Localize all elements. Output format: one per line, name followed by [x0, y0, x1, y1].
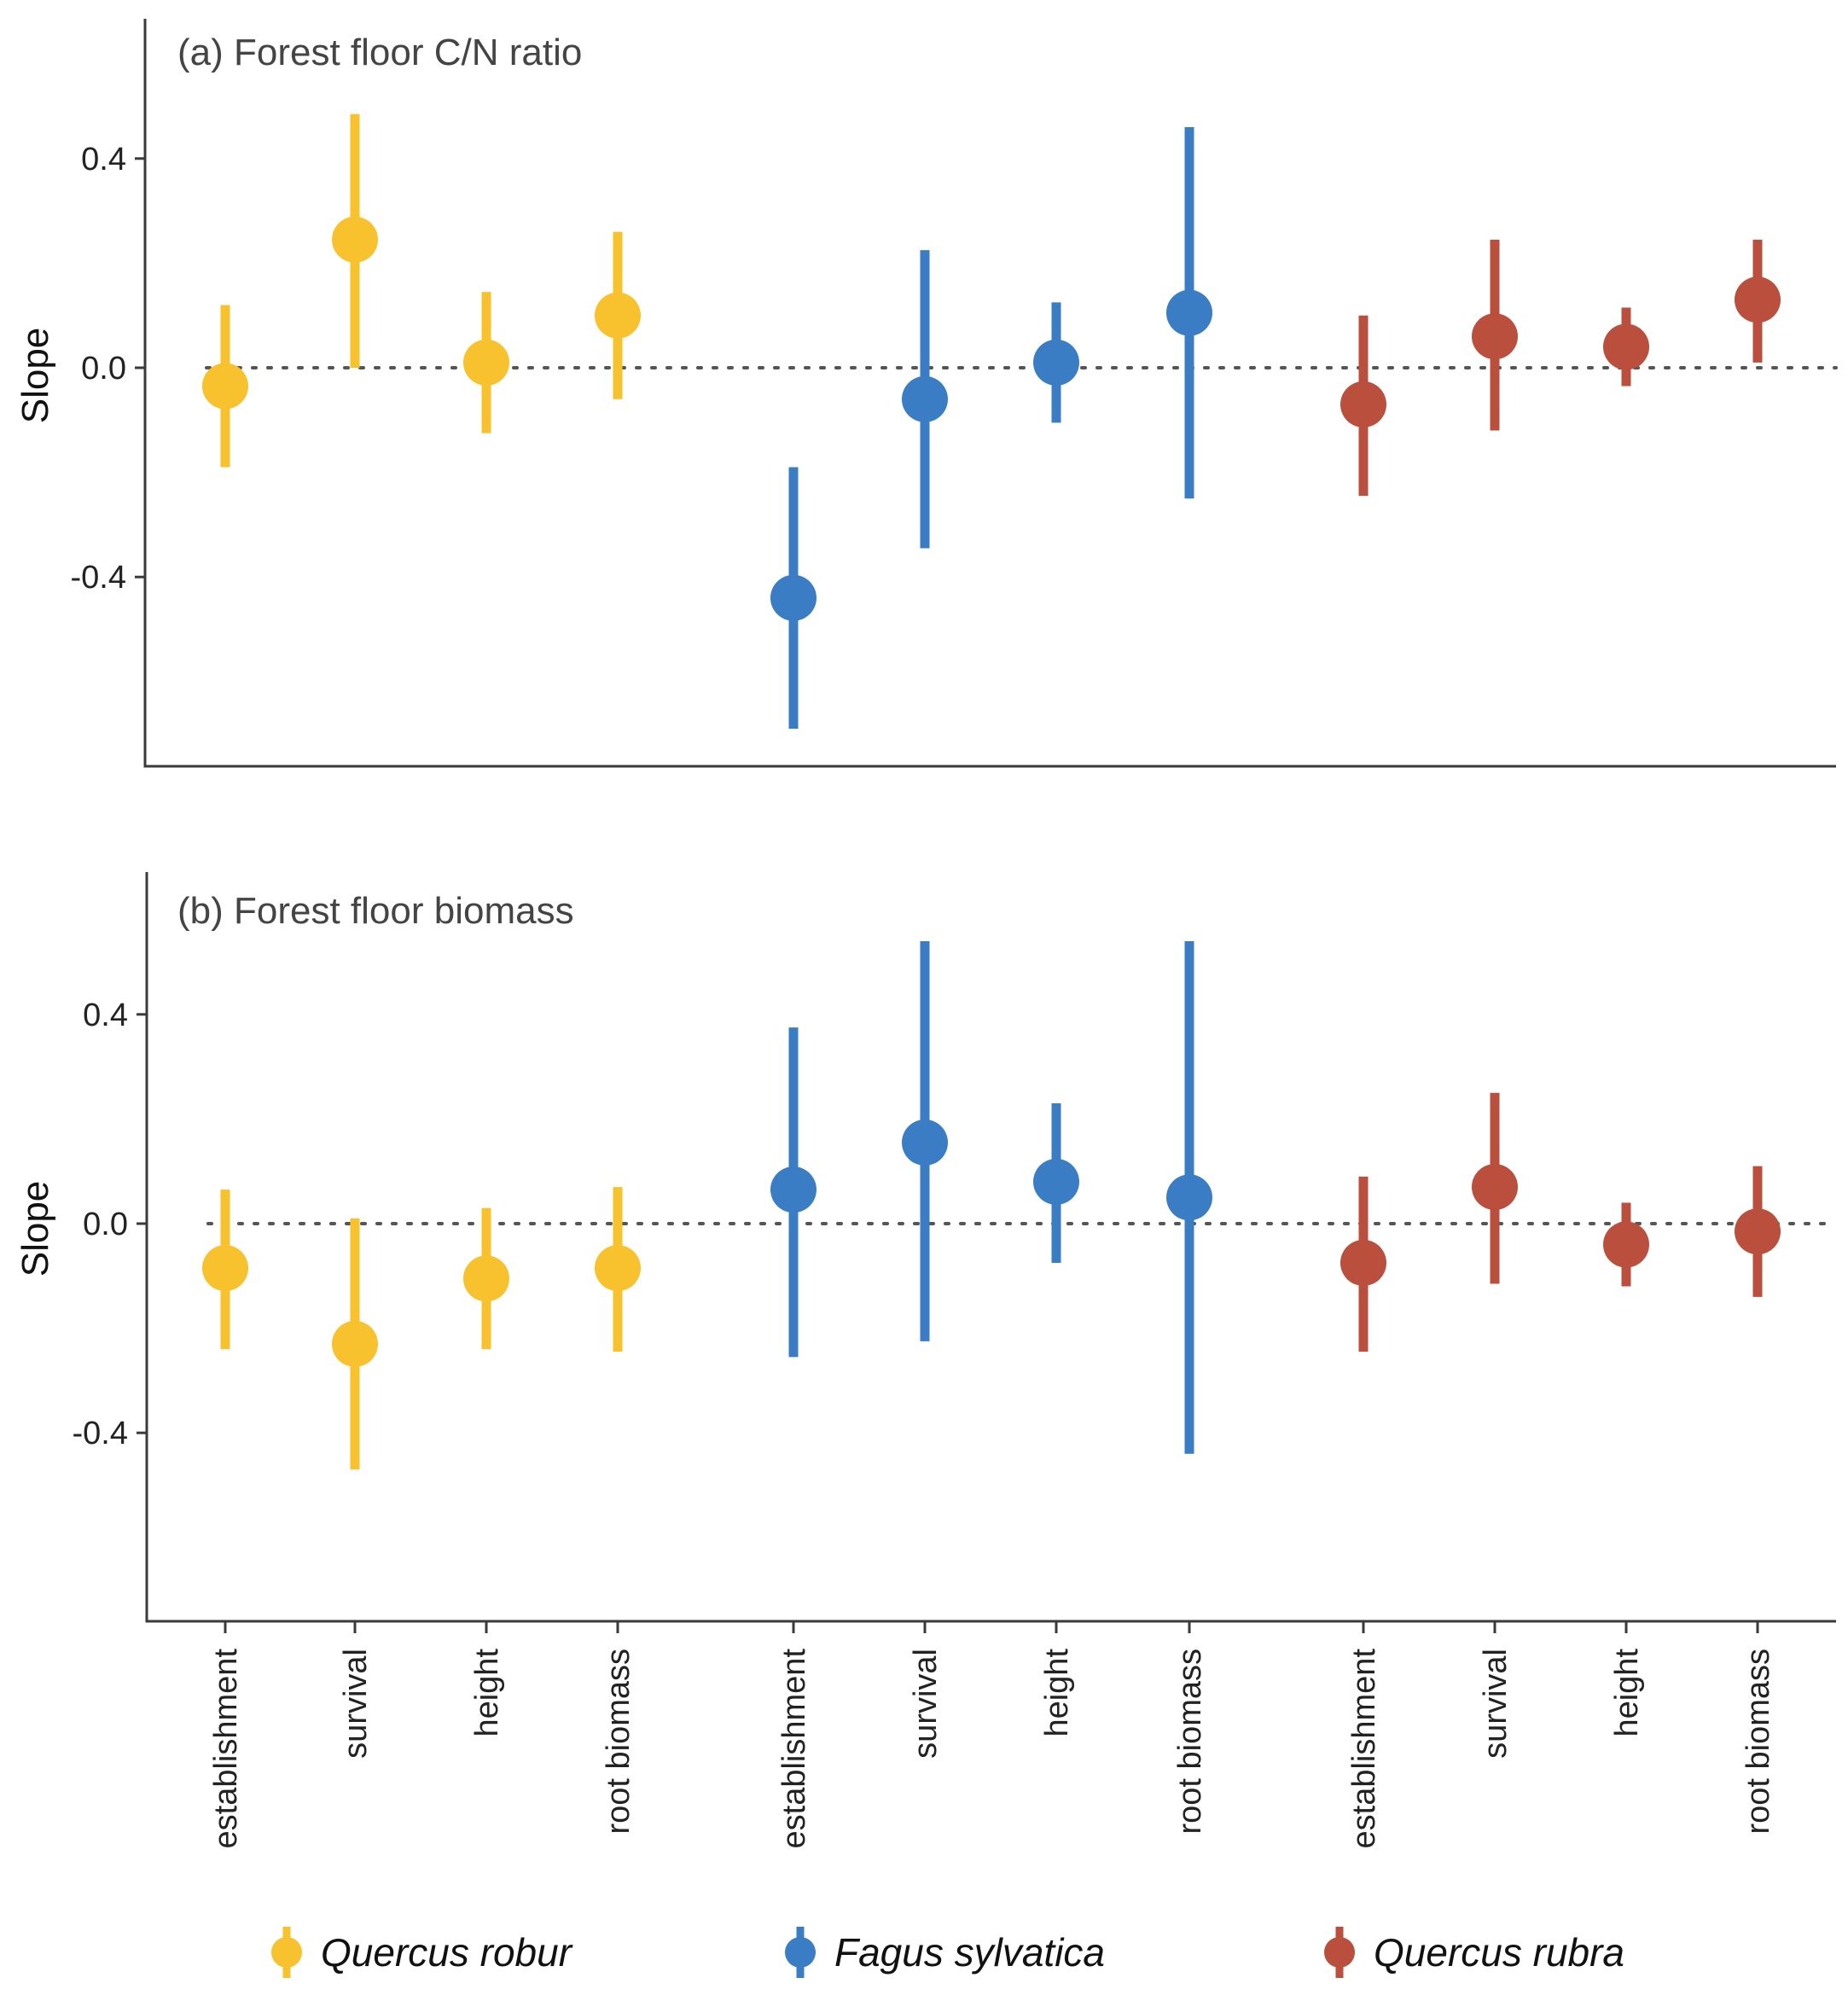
category-label: height — [469, 1649, 505, 1737]
point-estimate — [332, 1320, 378, 1367]
point-estimate — [202, 1245, 248, 1292]
category-label: survival — [338, 1649, 374, 1759]
panel-b-marks — [202, 940, 1781, 1470]
panel-a-marks — [202, 113, 1781, 729]
panel-a-y-ticks: 0.4 0.0 -0.4 — [71, 142, 145, 596]
point-estimate — [202, 363, 248, 410]
panel-a-axes — [143, 19, 1836, 768]
panel-a-cn-ratio: (a) Forest floor C/N ratio Slope 0.4 0.0 -… — [15, 19, 1838, 768]
legend-label: Quercus rubra — [1374, 1930, 1624, 1975]
y-tick-label: 0.0 — [83, 1207, 128, 1242]
point-estimate — [1166, 1174, 1212, 1221]
legend-key-point — [271, 1937, 302, 1968]
panel-b-y-ticks: 0.4 0.0 -0.4 — [73, 998, 147, 1451]
point-estimate — [1033, 339, 1079, 386]
panel-b-title: (b) Forest floor biomass — [177, 890, 574, 932]
point-estimate — [595, 292, 641, 339]
panel-b-biomass: (b) Forest floor biomass Slope 0.4 0.0 -0.… — [15, 872, 1838, 1623]
point-estimate — [1603, 1221, 1649, 1268]
category-label: height — [1609, 1649, 1645, 1737]
panel-a-y-axis-label: Slope — [15, 328, 56, 424]
point-estimate — [770, 574, 816, 621]
point-estimate — [1340, 1239, 1386, 1286]
point-estimate — [902, 375, 948, 422]
category-label: height — [1039, 1649, 1075, 1737]
legend: Quercus robur Fagus sylvatica Quercus rubr… — [271, 1927, 1624, 1978]
category-label: establishment — [776, 1649, 812, 1849]
point-estimate — [332, 216, 378, 263]
x-axis-categories: establishment survival height root biomass e… — [208, 1621, 1776, 1848]
y-tick-label: -0.4 — [73, 1416, 128, 1451]
point-estimate — [902, 1119, 948, 1166]
point-estimate — [1603, 323, 1649, 370]
y-tick-label: -0.4 — [71, 560, 126, 596]
point-estimate — [1033, 1158, 1079, 1205]
point-estimate — [1472, 313, 1518, 360]
category-label: root biomass — [1740, 1649, 1776, 1835]
y-tick-label: 0.4 — [83, 998, 128, 1033]
panel-a-title: (a) Forest floor C/N ratio — [177, 32, 582, 73]
category-label: establishment — [208, 1649, 244, 1849]
legend-key-point — [785, 1937, 816, 1968]
y-tick-label: 0.0 — [81, 351, 126, 387]
point-estimate — [1735, 276, 1781, 323]
point-estimate — [1166, 289, 1212, 336]
point-estimate — [770, 1166, 816, 1213]
legend-label: Quercus robur — [321, 1930, 573, 1975]
point-estimate — [463, 339, 509, 386]
panel-b-y-axis-label: Slope — [15, 1181, 56, 1277]
category-label: survival — [1478, 1649, 1514, 1759]
category-label: root biomass — [1172, 1649, 1208, 1835]
category-label: survival — [908, 1649, 944, 1759]
point-estimate — [1472, 1164, 1518, 1211]
legend-key-point — [1324, 1937, 1355, 1968]
y-tick-label: 0.4 — [81, 142, 126, 177]
point-estimate — [1735, 1208, 1781, 1255]
category-label: establishment — [1346, 1649, 1382, 1849]
point-estimate — [463, 1255, 509, 1302]
panel-b-axes — [145, 872, 1836, 1623]
legend-label: Fagus sylvatica — [834, 1930, 1105, 1975]
point-estimate — [1340, 381, 1386, 428]
category-label: root biomass — [601, 1649, 636, 1835]
point-estimate — [595, 1245, 641, 1292]
